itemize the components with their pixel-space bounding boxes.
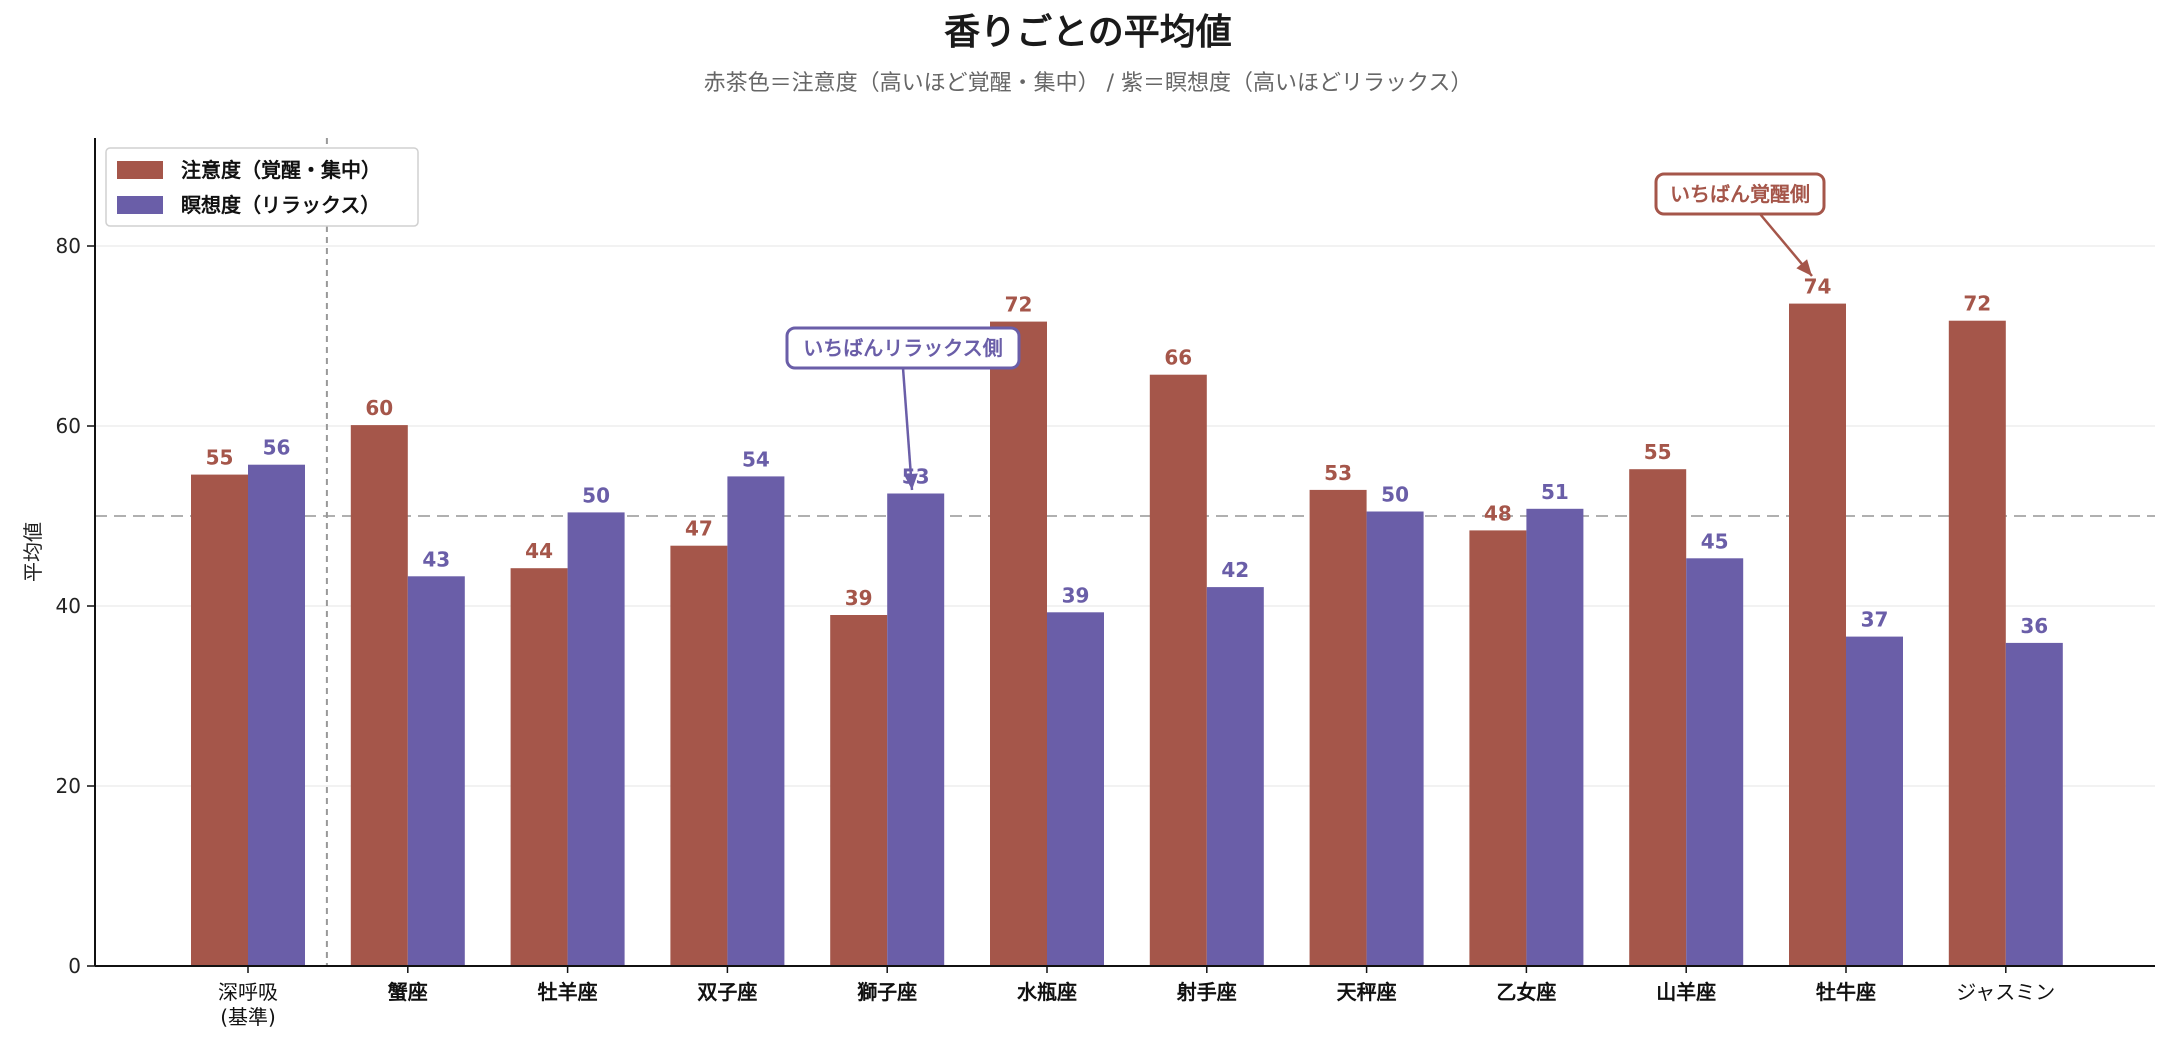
x-tick-label: 射手座: [1176, 980, 1237, 1004]
data-label: 43: [422, 547, 450, 571]
data-label: 39: [1062, 583, 1090, 607]
bar: [1948, 320, 2006, 966]
bar: [727, 476, 785, 966]
data-label: 39: [845, 586, 873, 610]
annotation-text: いちばんリラックス側: [803, 336, 1002, 360]
y-tick-label: 20: [56, 774, 81, 798]
chart-subtitle: 赤茶色＝注意度（高いほど覚醒・集中） / 紫＝瞑想度（高いほどリラックス）: [704, 71, 1473, 96]
data-label: 37: [1861, 608, 1889, 632]
data-label: 56: [263, 436, 291, 460]
legend: 注意度（覚醒・集中） 瞑想度（リラックス）: [105, 147, 419, 227]
legend-label: 瞑想度（リラックス）: [181, 193, 380, 217]
y-tick-label: 80: [56, 234, 81, 258]
bar: [830, 615, 888, 966]
bars: [191, 303, 2063, 967]
legend-box: [105, 147, 419, 227]
x-tick-label: 牡羊座: [538, 980, 598, 1004]
bar: [567, 512, 625, 966]
x-tick-label: 蟹座: [388, 980, 428, 1004]
bar: [407, 576, 465, 966]
bar: [1206, 587, 1264, 966]
x-tick-label: 牡牛座: [1816, 980, 1876, 1004]
x-tick-label: 水瓶座: [1017, 980, 1077, 1004]
bar: [1846, 636, 1903, 966]
legend-label: 注意度（覚醒・集中）: [181, 158, 381, 182]
value-labels: 5560444739726653485574725643505453394250…: [206, 275, 2049, 638]
bar: [1686, 558, 1744, 966]
data-label: 47: [685, 517, 713, 541]
data-label: 50: [1381, 483, 1409, 507]
y-axis-label: 平均値: [21, 522, 45, 582]
bar: [510, 568, 568, 966]
annotation-text: いちばん覚醒側: [1670, 182, 1810, 206]
bar: [1366, 511, 1424, 966]
data-label: 72: [1963, 292, 1991, 316]
data-label: 60: [365, 396, 393, 420]
data-label: 55: [206, 446, 234, 470]
x-tick-label: 山羊座: [1656, 980, 1716, 1004]
bar: [1047, 612, 1104, 966]
x-tick-label: 双子座: [697, 980, 757, 1004]
x-tick-label: 獅子座: [857, 980, 917, 1004]
bar: [1469, 530, 1527, 966]
data-label: 45: [1701, 529, 1729, 553]
data-label: 66: [1164, 346, 1192, 370]
bar: [1149, 374, 1207, 966]
x-tick-label: 天秤座: [1337, 980, 1397, 1004]
bar: [350, 425, 408, 967]
data-label: 72: [1005, 293, 1033, 317]
annotation-arrow: [901, 367, 914, 491]
annotation-box: [1654, 172, 1826, 216]
data-label: 44: [525, 539, 553, 563]
bar: [2005, 642, 2063, 966]
annotation-arrowhead: [1796, 259, 1812, 276]
bar: [1526, 508, 1584, 966]
data-label: 51: [1541, 480, 1569, 504]
x-tick-label: ジャスミン: [1956, 980, 2055, 1004]
bar: [887, 493, 945, 966]
bar: [1309, 489, 1367, 966]
y-tick-label: 60: [56, 414, 81, 438]
data-label: 53: [1324, 461, 1352, 485]
annotation-arrowhead: [903, 473, 918, 490]
data-label: 55: [1644, 440, 1672, 464]
bar: [1789, 303, 1846, 967]
data-label: 54: [742, 447, 770, 471]
data-label: 42: [1221, 558, 1249, 582]
bar: [670, 545, 728, 966]
y-tick-label: 40: [56, 594, 81, 618]
x-tick-label: 乙女座: [1496, 980, 1556, 1004]
data-label: 36: [2020, 614, 2048, 638]
data-label: 74: [1804, 275, 1832, 299]
data-label: 48: [1484, 501, 1512, 525]
legend-swatch: [117, 161, 163, 179]
x-tick-label: 深呼吸(基準): [218, 980, 278, 1029]
bar: [191, 474, 248, 966]
y-tick-label: 0: [68, 954, 81, 978]
bar: [1629, 469, 1687, 966]
data-label: 50: [582, 483, 610, 507]
bar: [990, 321, 1047, 967]
chart-title: 香りごとの平均値: [944, 12, 1232, 53]
bar: [248, 464, 305, 966]
legend-swatch: [117, 196, 163, 214]
